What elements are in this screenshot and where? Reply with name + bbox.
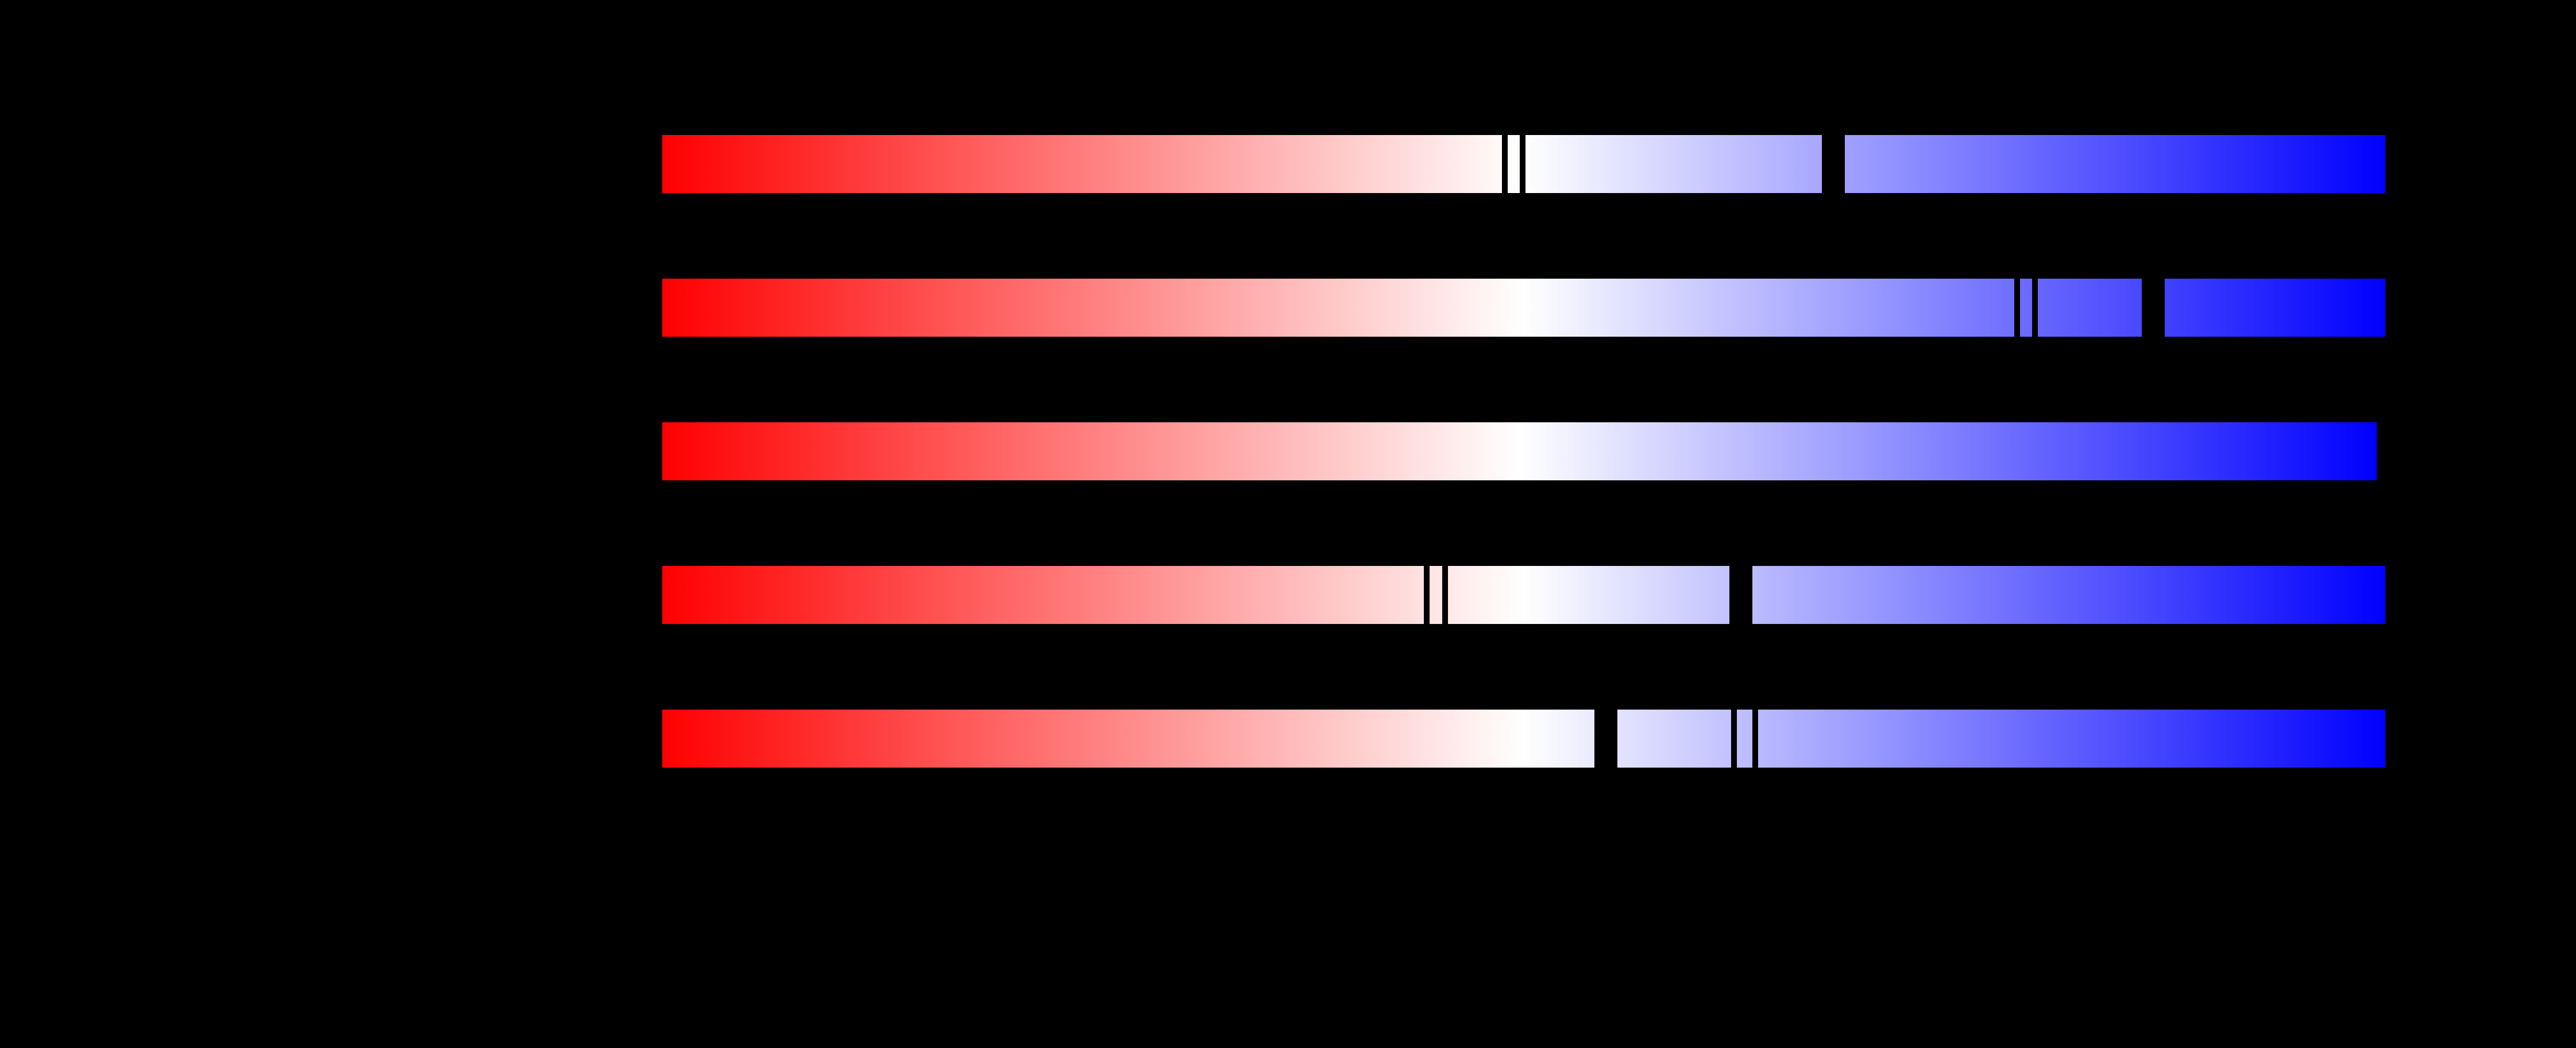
thin-marker-tick [2014,279,2020,337]
gradient-bar-row-1 [662,135,2385,193]
thin-marker-tick [2032,279,2038,337]
thin-marker-tick [1442,566,1448,624]
gradient-bar-row-3 [662,422,2377,480]
thick-marker-line [1594,710,1617,768]
thin-marker-tick [1502,135,1508,193]
gradient-bar-row-5 [662,710,2385,768]
gradient-bar-row-2 [662,279,2385,337]
thin-marker-tick [1731,710,1737,768]
thick-marker-line [1822,135,1845,193]
thin-marker-tick [1752,710,1758,768]
thin-marker-tick [1424,566,1430,624]
thin-marker-tick [1520,135,1525,193]
gradient-bar-row-4 [662,566,2385,624]
thick-marker-line [2142,279,2165,337]
thick-marker-line [1729,566,1752,624]
